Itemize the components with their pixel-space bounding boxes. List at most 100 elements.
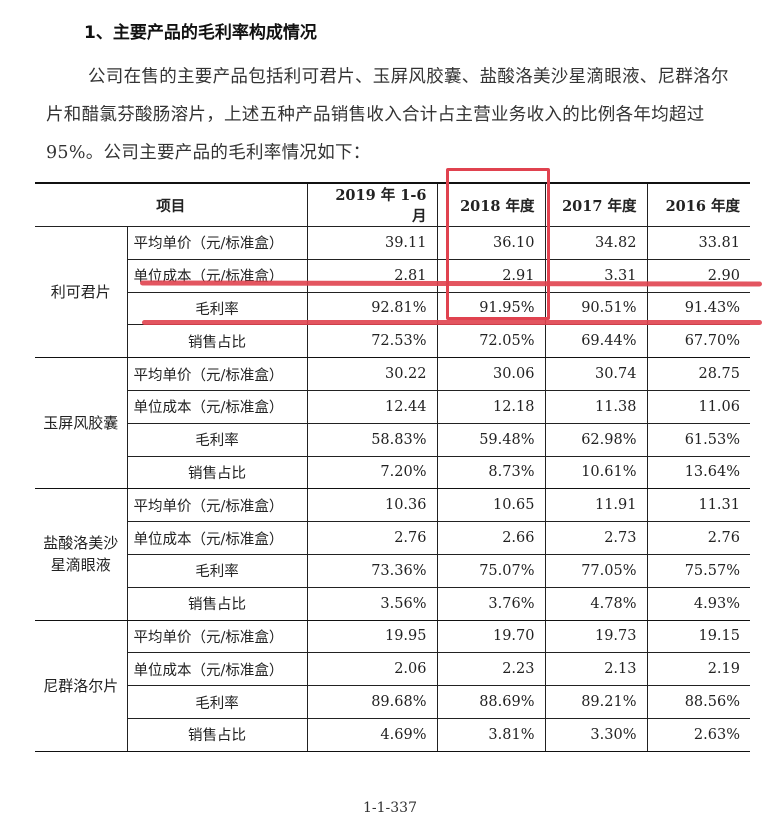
- cell-value: 3.31: [544, 258, 648, 293]
- cell-value: 2.23: [436, 652, 546, 687]
- cell-value: 3.81%: [436, 717, 546, 752]
- cell-value: 75.07%: [436, 553, 546, 588]
- cell-value: 58.83%: [306, 422, 438, 457]
- product-name: 玉屏风胶囊: [35, 357, 128, 490]
- row-item-label: 毛利率: [127, 291, 308, 326]
- cell-value: 62.98%: [544, 422, 648, 457]
- table-row: 尼群洛尔片 平均单价（元/标准盒） 19.95 19.70 19.73 19.15: [35, 619, 750, 752]
- cell-value: 73.36%: [306, 553, 438, 588]
- cell-value: 77.05%: [544, 553, 648, 588]
- row-item-label: 单位成本（元/标准盒）: [127, 521, 308, 555]
- header-2016: 2016 年度: [646, 182, 750, 227]
- table-row: 毛利率 89.68% 88.69% 89.21% 88.56%: [35, 685, 750, 719]
- cell-value: 11.38: [544, 389, 648, 424]
- cell-value: 4.69%: [306, 717, 438, 752]
- row-item-label: 平均单价（元/标准盒）: [126, 619, 308, 654]
- cell-value: 2.19: [646, 652, 750, 687]
- cell-value: 2.76: [646, 521, 750, 555]
- cell-value: 39.11: [306, 226, 438, 260]
- row-item-label: 毛利率: [127, 553, 308, 588]
- cell-value: 30.22: [306, 357, 438, 391]
- row-item-label: 平均单价（元/标准盒）: [126, 488, 308, 523]
- header-item: 项目: [35, 182, 308, 227]
- product-name: 尼群洛尔片: [35, 619, 128, 752]
- product-name: 利可君片: [35, 225, 128, 359]
- table-row: 销售占比 3.56% 3.76% 4.78% 4.93%: [35, 586, 750, 621]
- cell-value: 2.06: [306, 652, 438, 687]
- cell-value: 3.56%: [306, 586, 438, 621]
- cell-value: 11.06: [646, 389, 750, 424]
- cell-value: 59.48%: [436, 422, 546, 457]
- cell-value: 75.57%: [646, 553, 750, 588]
- cell-value: 2.13: [544, 652, 648, 687]
- cell-value: 12.44: [306, 389, 438, 424]
- table-row: 毛利率 73.36% 75.07% 77.05% 75.57%: [35, 553, 750, 588]
- cell-value: 19.15: [646, 619, 750, 654]
- table-row: 玉屏风胶囊 平均单价（元/标准盒） 30.22 30.06 30.74 28.75: [35, 357, 750, 490]
- cell-value: 90.51%: [544, 291, 648, 326]
- table-row: 毛利率 58.83% 59.48% 62.98% 61.53%: [35, 422, 750, 457]
- cell-value: 10.61%: [544, 455, 648, 490]
- page-number: 1-1-337: [363, 800, 417, 816]
- cell-value: 12.18: [436, 389, 546, 424]
- cell-value: 61.53%: [646, 422, 750, 457]
- table-body: 利可君片 平均单价（元/标准盒） 39.11 36.10 34.82 33.81 单位成本（…: [35, 225, 750, 752]
- row-item-label: 销售占比: [127, 717, 308, 752]
- intro-paragraph: 公司在售的主要产品包括利可君片、玉屏风胶囊、盐酸洛美沙星滴眼液、尼群洛尔片和醋氯…: [46, 67, 729, 163]
- cell-value: 13.64%: [646, 455, 750, 490]
- cell-value: 69.44%: [544, 324, 648, 359]
- cell-value: 8.73%: [436, 455, 546, 490]
- cell-value: 72.53%: [306, 324, 438, 359]
- cell-value: 2.76: [306, 521, 438, 555]
- cell-value: 30.06: [436, 357, 546, 391]
- row-item-label: 销售占比: [127, 324, 308, 359]
- cell-value: 7.20%: [306, 455, 438, 490]
- table-row: 利可君片 平均单价（元/标准盒） 39.11 36.10 34.82 33.81: [35, 225, 750, 359]
- cell-value: 88.69%: [436, 685, 546, 719]
- cell-value: 2.63%: [646, 717, 750, 752]
- row-item-label: 单位成本（元/标准盒）: [127, 652, 308, 687]
- cell-value: 10.36: [306, 488, 438, 523]
- row-item-label: 销售占比: [127, 455, 308, 490]
- header-2017: 2017 年度: [544, 182, 648, 227]
- header-2018: 2018 年度: [436, 182, 546, 227]
- table-header-row: 项目 2019 年 1-6 月 2018 年度 2017 年度 2016 年度: [35, 182, 750, 227]
- table-row: 单位成本（元/标准盒） 2.06 2.23 2.13 2.19: [35, 652, 750, 687]
- cell-value: 91.43%: [646, 291, 750, 326]
- cell-value: 19.70: [436, 619, 546, 654]
- product-name: 盐酸洛美沙星滴眼液: [35, 488, 128, 621]
- cell-value: 4.78%: [544, 586, 648, 621]
- row-item-label: 毛利率: [127, 422, 308, 457]
- cell-value: 28.75: [646, 357, 750, 391]
- cell-value: 4.93%: [646, 586, 750, 621]
- cell-value: 89.21%: [544, 685, 648, 719]
- cell-value: 89.68%: [306, 685, 438, 719]
- row-item-label: 平均单价（元/标准盒）: [126, 357, 308, 391]
- highlight-underline-bottom: [142, 320, 762, 325]
- row-item-label: 销售占比: [127, 586, 308, 621]
- cell-value: 30.74: [544, 357, 648, 391]
- table-row: 单位成本（元/标准盒） 2.76 2.66 2.73 2.76: [35, 521, 750, 555]
- highlight-box-2018: [446, 168, 550, 320]
- section-heading: 1、主要产品的毛利率构成情况: [84, 23, 317, 43]
- cell-value: 33.81: [646, 226, 750, 260]
- cell-value: 2.66: [436, 521, 546, 555]
- gross-margin-table: 项目 2019 年 1-6 月 2018 年度 2017 年度 2016 年度 …: [35, 182, 750, 752]
- table-row: 销售占比 7.20% 8.73% 10.61% 13.64%: [35, 455, 750, 490]
- row-item-label: 单位成本（元/标准盒）: [127, 389, 308, 424]
- cell-value: 72.05%: [436, 324, 546, 359]
- cell-value: 36.10: [436, 226, 546, 260]
- cell-value: 11.91: [544, 488, 648, 523]
- cell-value: 3.76%: [436, 586, 546, 621]
- table-row: 销售占比 72.53% 72.05% 69.44% 67.70%: [35, 324, 750, 359]
- row-item-label: 平均单价（元/标准盒）: [126, 226, 308, 260]
- cell-value: 10.65: [436, 488, 546, 523]
- cell-value: 11.31: [646, 488, 750, 523]
- cell-value: 88.56%: [646, 685, 750, 719]
- table-row: 单位成本（元/标准盒） 12.44 12.18 11.38 11.06: [35, 389, 750, 424]
- table-row: 单位成本（元/标准盒） 2.81 2.91 3.31 2.90: [35, 258, 750, 293]
- header-2019h1: 2019 年 1-6 月: [306, 182, 438, 227]
- cell-value: 2.90: [646, 258, 750, 293]
- cell-value: 3.30%: [544, 717, 648, 752]
- cell-value: 2.73: [544, 521, 648, 555]
